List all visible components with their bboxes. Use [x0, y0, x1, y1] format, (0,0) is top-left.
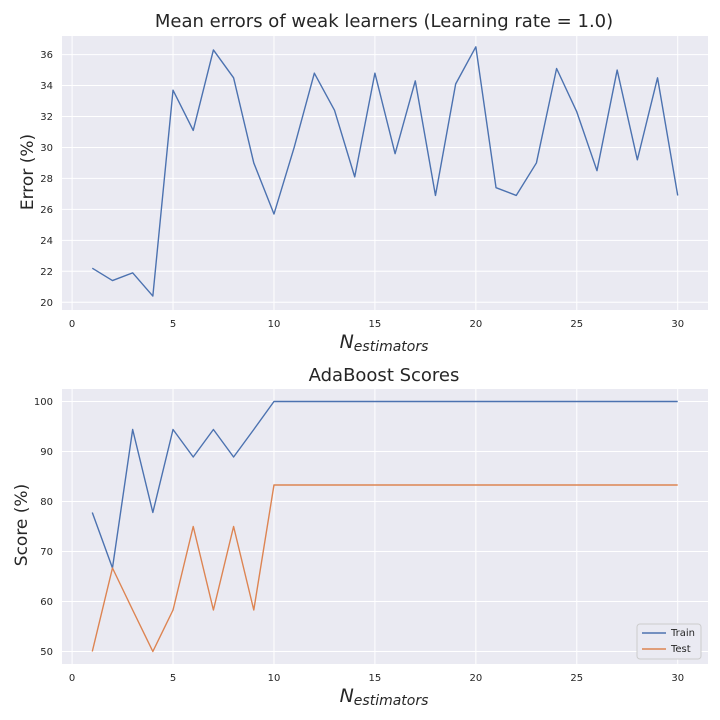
error-chart: 0 5 10 15 20 25 30 20 22 24 26 28 30 32 34 36 Mean err… [18, 11, 708, 355]
plot-background [62, 389, 708, 664]
scores-chart: 0 5 10 15 20 25 30 50 60 70 80 90 100 AdaBoost Scor… [12, 365, 708, 709]
y-tick-label: 70 [40, 547, 53, 558]
y-tick-label: 32 [40, 112, 53, 123]
gridlines [62, 389, 708, 664]
legend-label-test: Test [670, 644, 691, 655]
x-tick-label: 10 [268, 673, 281, 684]
x-tick-label: 15 [369, 673, 382, 684]
chart-title: Mean errors of weak learners (Learning r… [155, 11, 613, 32]
y-tick-label: 80 [40, 497, 53, 508]
legend-label-train: Train [670, 628, 695, 639]
x-tick-label: 25 [570, 673, 583, 684]
x-tick-labels: 0 5 10 15 20 25 30 [69, 319, 684, 330]
y-tick-labels: 20 22 24 26 28 30 32 34 36 [40, 50, 53, 309]
legend: Train Test [636, 623, 702, 660]
x-tick-label: 15 [369, 319, 382, 330]
gridlines [62, 36, 708, 310]
series-line-test [91, 484, 678, 653]
x-tick-label: 30 [671, 319, 684, 330]
y-tick-label: 30 [40, 143, 53, 154]
plot-background [62, 36, 708, 310]
x-axis-label-subscript: estimators [354, 339, 429, 355]
x-tick-label: 0 [69, 319, 75, 330]
x-axis-label: Nestimators [340, 685, 429, 709]
y-tick-label: 26 [40, 205, 53, 216]
x-tick-label: 20 [469, 673, 482, 684]
chart-title: AdaBoost Scores [309, 365, 460, 386]
series-lines [91, 400, 678, 653]
x-tick-label: 25 [570, 319, 583, 330]
y-tick-label: 24 [40, 236, 53, 247]
x-tick-label: 10 [268, 319, 281, 330]
y-axis-label: Error (%) [18, 134, 38, 210]
y-tick-label: 100 [34, 397, 53, 408]
x-axis-label-main: N [340, 685, 354, 707]
y-tick-label: 20 [40, 298, 53, 309]
y-tick-label: 36 [40, 50, 53, 61]
series-line-0 [91, 46, 679, 297]
y-tick-label: 60 [40, 597, 53, 608]
y-tick-label: 28 [40, 174, 53, 185]
y-tick-label: 90 [40, 447, 53, 458]
y-tick-label: 22 [40, 267, 53, 278]
y-tick-labels: 50 60 70 80 90 100 [34, 397, 53, 658]
x-axis-label-main: N [340, 331, 354, 353]
x-axis-label: Nestimators [340, 331, 429, 355]
x-axis-label-subscript: estimators [354, 693, 429, 709]
x-tick-labels: 0 5 10 15 20 25 30 [69, 673, 684, 684]
x-tick-label: 5 [170, 319, 176, 330]
y-tick-label: 50 [40, 647, 53, 658]
series-line-train [91, 400, 678, 569]
x-tick-label: 30 [671, 673, 684, 684]
y-tick-label: 34 [40, 81, 53, 92]
y-axis-label: Score (%) [12, 484, 32, 566]
series-lines [91, 46, 679, 297]
x-tick-label: 20 [469, 319, 482, 330]
x-tick-label: 0 [69, 673, 75, 684]
x-tick-label: 5 [170, 673, 176, 684]
